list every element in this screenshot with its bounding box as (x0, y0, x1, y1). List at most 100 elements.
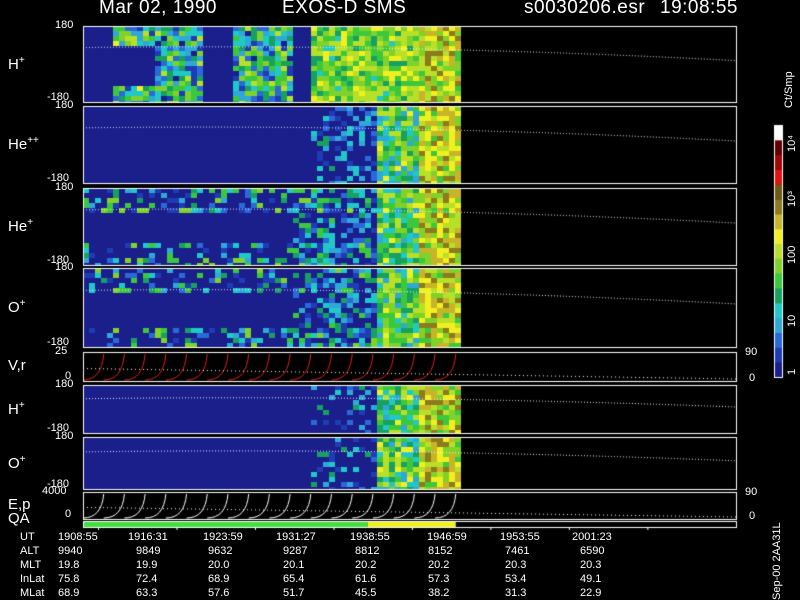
panel-charge: + (18, 54, 25, 66)
panel-charge: + (27, 217, 34, 228)
y-tick-bottom: -180 (47, 254, 70, 266)
panel-label: H+ (8, 400, 25, 418)
panel-species: O (8, 299, 20, 316)
y-tick-top: 180 (55, 378, 74, 390)
ephemeris-value: 51.7 (283, 587, 305, 599)
ephemeris-value: 68.9 (58, 587, 80, 599)
panel-species: V,r (8, 357, 26, 374)
ephemeris-value: 20.0 (208, 559, 230, 571)
ephemeris-param: ALT (20, 545, 40, 557)
y-tick-bottom: 0 (65, 370, 72, 382)
panel-label: H+ (8, 55, 25, 73)
ephemeris-value: 75.8 (58, 573, 80, 585)
ephemeris-value: 31.3 (505, 587, 527, 599)
panel-label: E,p (8, 496, 31, 513)
header-mission: EXOS-D SMS (282, 0, 407, 18)
ephemeris-value: 38.2 (428, 587, 450, 599)
ephemeris-value: 57.6 (208, 587, 230, 599)
panel-species: H (8, 400, 19, 418)
ephemeris-value: 68.9 (208, 573, 230, 585)
colorbar-tick: 10⁴ (786, 135, 798, 152)
panel-label: He++ (8, 135, 39, 153)
right-tick-bottom: 0 (749, 372, 756, 384)
header-file: s0030206.esr (524, 0, 646, 18)
ephemeris-value: 72.4 (136, 573, 158, 585)
ephemeris-value: 49.1 (580, 573, 602, 585)
ephemeris-value: 20.2 (355, 559, 377, 571)
panel-label: V,r (8, 357, 26, 374)
plot-id-label: Sep-00 2AA31L (771, 522, 783, 600)
ut-tick: 1908:55 (58, 531, 98, 543)
panel-species: He (8, 136, 28, 153)
panel-species: O (8, 454, 20, 472)
header-time: 19:08:55 (660, 0, 738, 18)
ut-tick: 1953:55 (500, 531, 540, 543)
colorbar-unit-label: Ct/Smp (783, 71, 795, 108)
panel-species: He (8, 218, 28, 235)
panel-charge: ++ (27, 135, 39, 146)
ut-tick: 1931:27 (276, 531, 316, 543)
ephemeris-value: 9632 (208, 545, 233, 557)
y-tick-bottom: 0 (65, 508, 72, 520)
ephemeris-param: UT (20, 531, 35, 543)
y-tick-top: 180 (55, 181, 74, 193)
panel-species: H (8, 55, 19, 73)
y-tick-bottom: -180 (47, 336, 70, 348)
panel-charge: + (19, 298, 26, 309)
ut-tick: 1916:31 (128, 531, 168, 543)
ephemeris-value: 9287 (283, 545, 308, 557)
y-tick-top: 180 (55, 261, 74, 273)
panel-label: O+ (8, 298, 26, 316)
ephemeris-value: 19.8 (58, 559, 80, 571)
ephemeris-row: InLat 75.8 72.4 68.9 65.4 61.6 57.3 53.4 49.1 (0, 573, 760, 586)
ephemeris-value: 8152 (428, 545, 453, 557)
panel-charge: + (19, 453, 26, 465)
ephemeris-param: MLT (20, 559, 42, 571)
right-tick-top: 90 (745, 486, 758, 498)
y-tick-bottom: -180 (47, 478, 70, 490)
ephemeris-value: 63.3 (136, 587, 158, 599)
ephemeris-value: 9940 (58, 545, 83, 557)
header-date: Mar 02, 1990 (99, 0, 217, 18)
ephemeris-value: 20.3 (580, 559, 602, 571)
ephemeris-value: 53.4 (505, 573, 527, 585)
qa-label: QA (8, 510, 30, 527)
ephemeris-value: 57.3 (428, 573, 450, 585)
ut-tick: 1923:59 (203, 531, 243, 543)
panel-species: E,p (8, 496, 31, 513)
ut-tick: 2001:23 (572, 531, 612, 543)
ut-tick: 1946:59 (427, 531, 467, 543)
ephemeris-param: MLat (20, 587, 45, 599)
ephemeris-value: 20.1 (283, 559, 305, 571)
ephemeris-value: 8812 (355, 545, 380, 557)
colorbar-tick: 10³ (786, 191, 798, 207)
y-tick-top: 180 (55, 430, 74, 442)
ephemeris-row: MLT 19.8 19.9 20.0 20.1 20.2 20.2 20.3 20.3 (0, 559, 760, 572)
ephemeris-value: 65.4 (283, 573, 305, 585)
y-tick-bottom: -180 (47, 91, 70, 103)
ephemeris-value: 6590 (580, 545, 605, 557)
colorbar-tick: 100 (786, 245, 798, 264)
y-tick-top: 180 (55, 99, 74, 111)
right-tick-bottom: 0 (749, 510, 756, 522)
ephemeris-value: 22.9 (580, 587, 602, 599)
y-tick-top: 4000 (42, 485, 67, 497)
ephemeris-value: 20.2 (428, 559, 450, 571)
ephemeris-param: InLat (20, 573, 45, 585)
ephemeris-value: 7461 (505, 545, 530, 557)
ut-tick: 1938:55 (350, 531, 390, 543)
ut-row: UT 1908:55 1916:31 1923:59 1931:27 1938:55 194… (0, 531, 760, 544)
y-tick-bottom: -180 (47, 422, 70, 434)
ephemeris-value: 20.3 (505, 559, 527, 571)
ephemeris-value: 61.6 (355, 573, 377, 585)
ephemeris-value: 19.9 (136, 559, 158, 571)
panel-label: He+ (8, 217, 33, 235)
panel-charge: + (18, 399, 25, 411)
y-tick-top: 180 (55, 19, 74, 31)
ephemeris-value: 45.5 (355, 587, 377, 599)
y-tick-bottom: -180 (47, 172, 70, 184)
panel-label: O+ (8, 454, 26, 472)
ephemeris-value: 9849 (136, 545, 161, 557)
